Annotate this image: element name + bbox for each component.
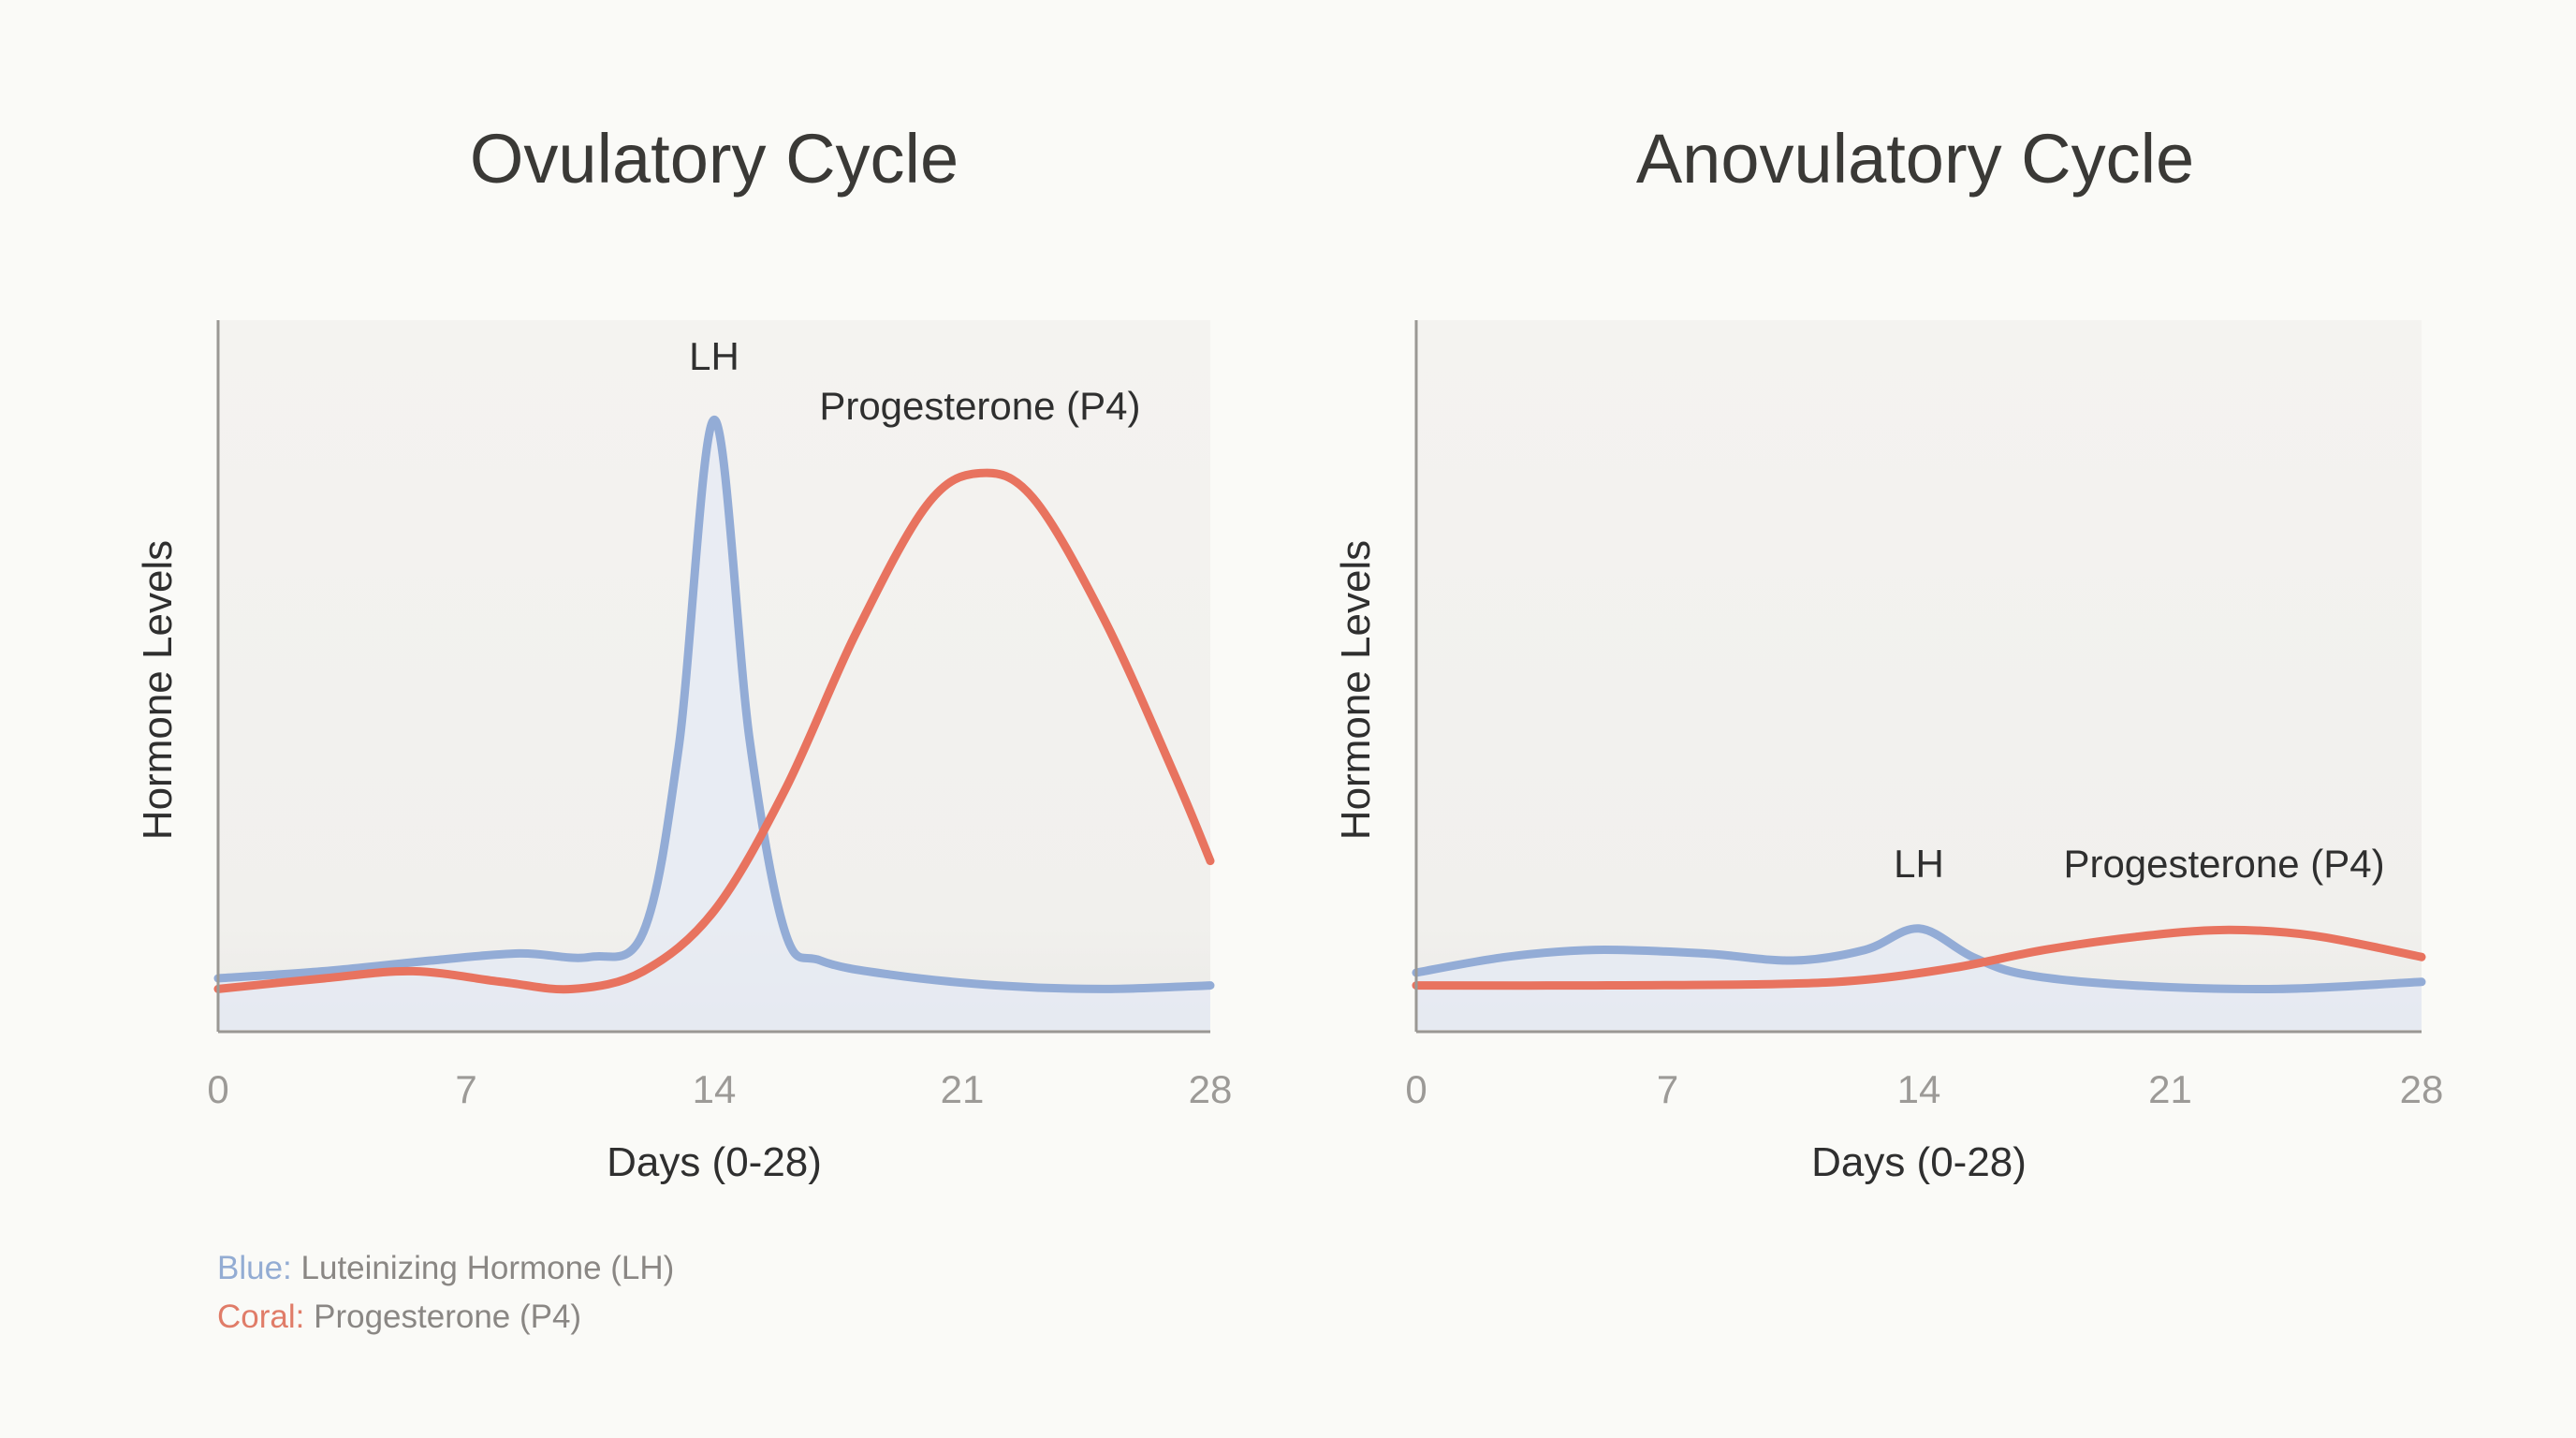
- series-line-p4: [213, 468, 1215, 994]
- lh-area-fill: [218, 419, 1210, 1030]
- series-line-lh: [213, 415, 1215, 993]
- chart-title: Ovulatory Cycle: [470, 120, 959, 198]
- x-tick-label: 21: [2148, 1067, 2192, 1111]
- chart-title: Anovulatory Cycle: [1636, 120, 2194, 198]
- legend-p4-text: Progesterone (P4): [314, 1299, 582, 1335]
- x-tick-label: 7: [455, 1067, 476, 1111]
- legend-lh: Blue: Luteinizing Hormone (LH): [217, 1250, 674, 1287]
- series-label-lh: LH: [1894, 842, 1944, 886]
- series-line-lh: [1412, 924, 2426, 994]
- y-axis-label: Hormone Levels: [1333, 540, 1379, 840]
- x-tick-label: 28: [2400, 1067, 2444, 1111]
- x-tick-label: 7: [1657, 1067, 1678, 1111]
- chart-1: Anovulatory Cycle LH Progesterone (P4) 0 7 14…: [1333, 120, 2443, 1185]
- x-tick-label: 0: [1405, 1067, 1427, 1111]
- legend-p4-key: Coral:: [217, 1299, 305, 1335]
- x-tick-label: 14: [693, 1067, 737, 1111]
- legend-p4: Coral: Progesterone (P4): [217, 1299, 581, 1336]
- series-line-p4: [1412, 925, 2426, 990]
- x-tick-label: 14: [1897, 1067, 1941, 1111]
- plot-area: [1416, 320, 2422, 1032]
- x-tick-label: 28: [1189, 1067, 1233, 1111]
- series-label-lh: LH: [689, 334, 739, 378]
- chart-0: Ovulatory Cycle LH Progesterone (P4) 0 7 14 21…: [135, 120, 1232, 1185]
- x-tick-label: 21: [941, 1067, 985, 1111]
- x-axis-label: Days (0-28): [1811, 1139, 2027, 1185]
- legend-lh-key: Blue:: [217, 1250, 292, 1286]
- x-tick-label: 0: [207, 1067, 228, 1111]
- x-axis-label: Days (0-28): [607, 1139, 822, 1185]
- series-label-p4: Progesterone (P4): [2063, 842, 2384, 886]
- y-axis-label: Hormone Levels: [135, 540, 181, 840]
- legend-lh-text: Luteinizing Hormone (LH): [300, 1250, 675, 1286]
- series-label-p4: Progesterone (P4): [819, 384, 1140, 428]
